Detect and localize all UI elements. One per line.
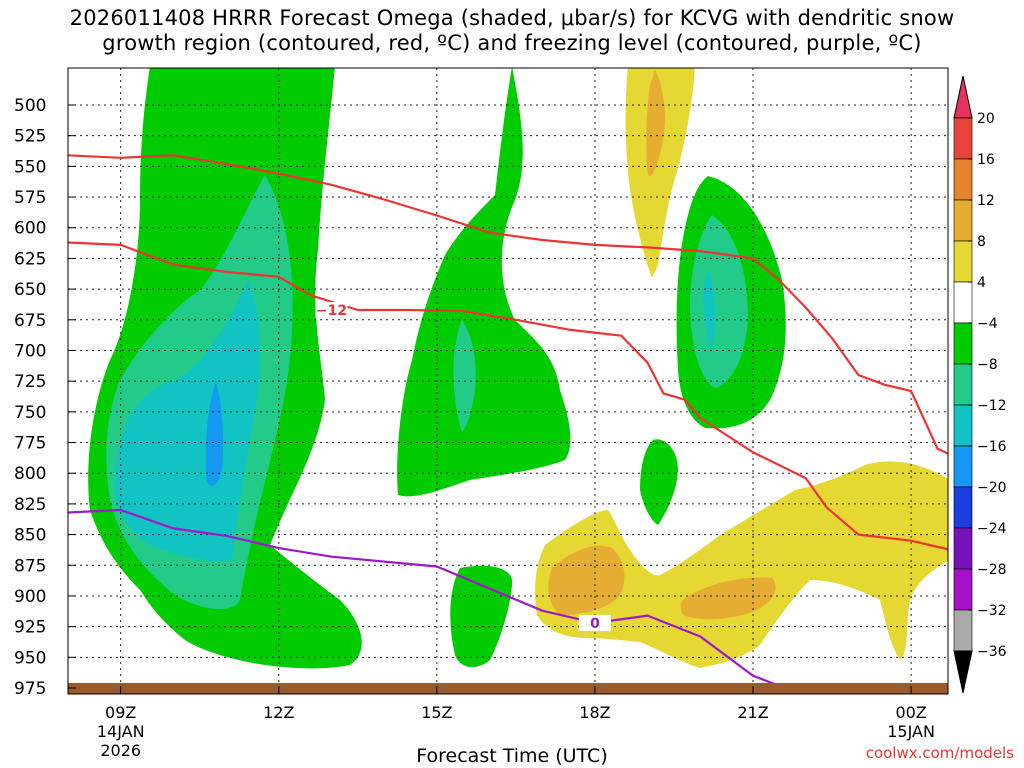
contour-label-bg bbox=[315, 301, 348, 318]
colorbar-label: −36 bbox=[977, 644, 1007, 660]
y-tick-label: 675 bbox=[14, 311, 46, 331]
y-tick-label: 800 bbox=[14, 464, 46, 484]
contour-label-bg bbox=[578, 614, 611, 631]
colorbar-label: 4 bbox=[977, 275, 986, 291]
x-gridlines bbox=[120, 68, 912, 694]
colorbar-swatch bbox=[953, 568, 973, 611]
contour-line bbox=[68, 508, 785, 690]
y-tick-label: 600 bbox=[14, 219, 46, 239]
y-tick-label: 950 bbox=[14, 648, 46, 668]
colorbar-label: −28 bbox=[977, 562, 1007, 578]
y-tick-label: 975 bbox=[14, 679, 46, 699]
y-tick-label: 700 bbox=[14, 341, 46, 361]
y-tick-label: 625 bbox=[14, 249, 46, 269]
y-tick-label: 825 bbox=[14, 495, 46, 515]
colorbar-swatch bbox=[953, 363, 973, 406]
y-tick-label: 750 bbox=[14, 403, 46, 423]
colorbar-swatch bbox=[953, 117, 973, 160]
y-tick-label: 575 bbox=[14, 188, 46, 208]
y-tick-label: 925 bbox=[14, 618, 46, 638]
y-tick-label: 525 bbox=[14, 127, 46, 147]
x-tick-label: 15Z bbox=[421, 703, 452, 722]
y-tick-label: 650 bbox=[14, 280, 46, 300]
colorbar-swatch bbox=[953, 322, 973, 365]
chart-title: 2026011408 HRRR Forecast Omega (shaded, … bbox=[69, 6, 955, 55]
colorbar-label: −12 bbox=[977, 398, 1007, 414]
colorbar-swatch bbox=[953, 281, 973, 324]
colorbar-label: −8 bbox=[977, 357, 998, 373]
y-tick-label: 900 bbox=[14, 587, 46, 607]
temperature-contours: −12 0 bbox=[68, 154, 948, 690]
colorbar-swatch bbox=[953, 199, 973, 242]
colorbar-label: −20 bbox=[977, 480, 1007, 496]
omega-region-ascent-midday-core8 bbox=[453, 320, 476, 432]
colorbar-label: 8 bbox=[977, 234, 986, 250]
omega-region-descent-lower-core8b bbox=[680, 577, 776, 620]
colorbar-swatch bbox=[953, 527, 973, 570]
x-tick-date: 14JAN bbox=[97, 722, 145, 741]
colorbar-swatch bbox=[953, 486, 973, 529]
colorbar-label: 16 bbox=[977, 152, 995, 168]
omega-region-descent-upper-core8 bbox=[646, 70, 666, 176]
colorbar-over-triangle bbox=[953, 75, 973, 119]
y-tick-label: 775 bbox=[14, 434, 46, 454]
contour-label: −12 bbox=[316, 303, 347, 319]
contour-line bbox=[68, 154, 948, 455]
ground-surface bbox=[68, 683, 948, 694]
y-tick-label: 850 bbox=[14, 526, 46, 546]
omega-shading bbox=[88, 68, 948, 669]
y-tick-label: 725 bbox=[14, 372, 46, 392]
omega-region-ascent-lowlevel bbox=[450, 565, 513, 668]
omega-region-descent-lower-core8a bbox=[548, 545, 625, 615]
credit-text: coolwx.com/models bbox=[865, 744, 1014, 762]
y-axis: 500 525 550 575 600 625 650 675 700 725 750 775 800 8… bbox=[14, 96, 76, 699]
x-tick-date: 15JAN bbox=[887, 722, 935, 741]
y-tick-label: 550 bbox=[14, 157, 46, 177]
omega-region-ascent-early-core16 bbox=[205, 382, 224, 487]
x-tick-label: 21Z bbox=[737, 703, 768, 722]
colorbar-swatch bbox=[953, 404, 973, 447]
omega-region-ascent-midday bbox=[397, 68, 571, 497]
colorbar-swatch bbox=[953, 240, 973, 283]
omega-region-ascent-small bbox=[640, 439, 678, 525]
omega-region-ascent-evening-core12 bbox=[703, 270, 716, 350]
x-tick-label: 00Z bbox=[895, 703, 926, 722]
colorbar-label: −24 bbox=[977, 521, 1007, 537]
colorbar-swatch bbox=[953, 609, 973, 652]
omega-region-descent-upper bbox=[625, 68, 695, 278]
colorbar-under-triangle bbox=[953, 650, 973, 694]
omega-region-ascent-early-core12 bbox=[114, 280, 261, 562]
colorbar-label: −32 bbox=[977, 603, 1007, 619]
x-tick-label: 12Z bbox=[263, 703, 294, 722]
x-tick-label: 18Z bbox=[579, 703, 610, 722]
colorbar-swatch bbox=[953, 158, 973, 201]
colorbar-label: −4 bbox=[977, 316, 998, 332]
colorbar-label: 20 bbox=[977, 111, 995, 127]
y-tick-label: 500 bbox=[14, 96, 46, 116]
colorbar-swatch bbox=[953, 445, 973, 488]
colorbar-label: 12 bbox=[977, 193, 995, 209]
contour-label: 0 bbox=[590, 616, 600, 632]
colorbar-label: −16 bbox=[977, 439, 1007, 455]
x-tick-year: 2026 bbox=[100, 741, 141, 760]
x-tick-label: 09Z bbox=[105, 703, 136, 722]
y-tick-label: 875 bbox=[14, 556, 46, 576]
colorbar: 20 16 12 8 4 −4 −8 −12 −16 −20 −24 −28 −32 −36 bbox=[953, 75, 1007, 694]
contour-line bbox=[68, 241, 948, 551]
x-axis-label: Forecast Time (UTC) bbox=[416, 745, 608, 767]
